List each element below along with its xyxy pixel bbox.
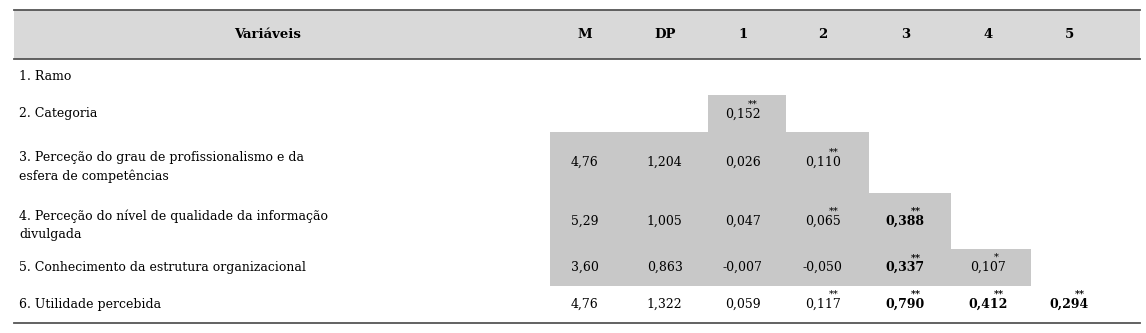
Text: 0,110: 0,110	[804, 156, 841, 169]
Bar	[708, 95, 786, 132]
Text: 1,204: 1,204	[646, 156, 683, 169]
Text: 0,107: 0,107	[970, 261, 1006, 274]
Text: 0,337: 0,337	[886, 261, 925, 274]
Text: 3. Perceção do grau de profissionalismo e da: 3. Perceção do grau de profissionalismo …	[19, 151, 305, 164]
Text: 1: 1	[738, 28, 747, 41]
Text: 0,790: 0,790	[886, 298, 925, 311]
Text: DP: DP	[654, 28, 675, 41]
Text: 0,117: 0,117	[804, 298, 841, 311]
Text: 0,863: 0,863	[646, 261, 683, 274]
Text: 5: 5	[1065, 28, 1074, 41]
Bar	[550, 132, 869, 193]
Text: **: **	[911, 290, 921, 299]
Text: Variáveis: Variáveis	[234, 28, 301, 41]
Bar	[550, 193, 951, 249]
Text: 0,412: 0,412	[968, 298, 1007, 311]
Text: 5. Conhecimento da estrutura organizacional: 5. Conhecimento da estrutura organizacio…	[19, 261, 306, 274]
Text: 0,065: 0,065	[804, 215, 841, 228]
Text: 5,29: 5,29	[571, 215, 598, 228]
Text: 2: 2	[818, 28, 827, 41]
Text: **: **	[911, 253, 921, 262]
Text: 0,047: 0,047	[724, 215, 761, 228]
Text: **: **	[1075, 290, 1085, 299]
Text: 0,152: 0,152	[724, 107, 761, 120]
Text: 3,60: 3,60	[571, 261, 598, 274]
Text: **: **	[994, 290, 1004, 299]
Text: **: **	[748, 99, 758, 108]
Text: **: **	[911, 207, 921, 216]
Text: 0,388: 0,388	[886, 215, 925, 228]
Text: 0,026: 0,026	[724, 156, 761, 169]
Text: 4,76: 4,76	[571, 156, 598, 169]
Text: 1. Ramo: 1. Ramo	[19, 71, 72, 84]
Text: 2. Categoria: 2. Categoria	[19, 107, 97, 120]
Text: **: **	[829, 207, 838, 216]
Text: *: *	[994, 253, 998, 262]
Text: 0,059: 0,059	[724, 298, 761, 311]
Text: M: M	[578, 28, 591, 41]
Bar	[550, 249, 1031, 286]
Text: 1,322: 1,322	[646, 298, 683, 311]
Text: -0,050: -0,050	[803, 261, 842, 274]
Text: 1,005: 1,005	[646, 215, 683, 228]
Text: esfera de competências: esfera de competências	[19, 169, 170, 183]
Text: 3: 3	[901, 28, 910, 41]
Text: 0,294: 0,294	[1050, 298, 1089, 311]
Text: divulgada: divulgada	[19, 228, 83, 241]
Text: 4: 4	[983, 28, 992, 41]
Text: 6. Utilidade percebida: 6. Utilidade percebida	[19, 298, 162, 311]
Text: 4,76: 4,76	[571, 298, 598, 311]
Text: **: **	[829, 290, 838, 299]
Text: **: **	[829, 148, 838, 157]
Text: 4. Perceção do nível de qualidade da informação: 4. Perceção do nível de qualidade da inf…	[19, 209, 329, 223]
Bar	[14, 10, 1140, 59]
Text: -0,007: -0,007	[723, 261, 762, 274]
